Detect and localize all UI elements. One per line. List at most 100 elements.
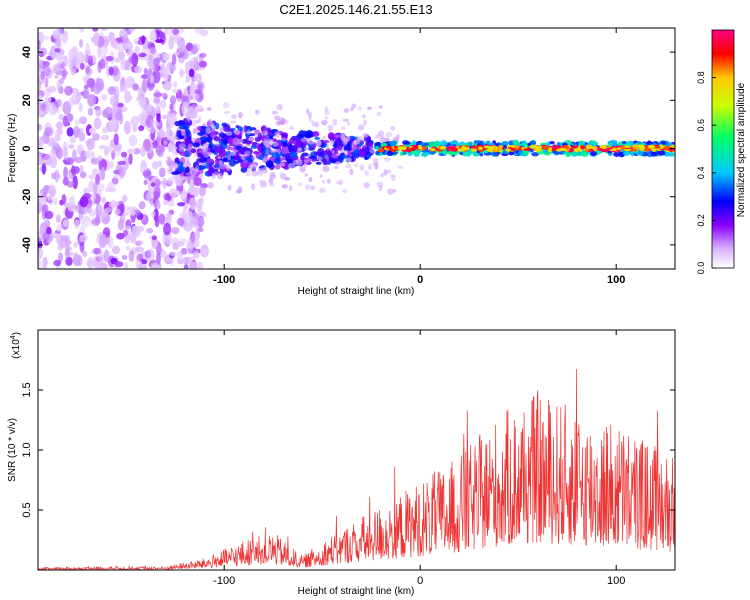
- spectrogram-cell: [331, 150, 335, 154]
- spectrogram-cell: [450, 147, 458, 152]
- spectrogram-cell: [284, 176, 291, 181]
- spectrogram-cell: [196, 261, 204, 269]
- spectrogram-cell: [143, 179, 148, 186]
- spectrogram-cell: [169, 188, 178, 198]
- spectrogram-cell: [217, 155, 221, 160]
- spectrogram-cell: [643, 147, 651, 152]
- spectrogram-cell: [185, 241, 194, 255]
- snr-panel: -100 0 100 0.5 1.0 1.5 Height of straight lin…: [7, 329, 676, 597]
- spectrogram-cell: [105, 55, 114, 62]
- spectrogram-cell: [442, 148, 448, 155]
- spectrogram-cell: [185, 166, 190, 173]
- spectrogram-cell: [158, 167, 166, 178]
- spectrogram-cell: [176, 217, 185, 226]
- spectrogram-cell: [116, 232, 125, 240]
- spectrogram-cell: [383, 169, 388, 176]
- spectrogram-cell: [280, 172, 287, 180]
- spectrogram-cell: [237, 149, 244, 155]
- spectrogram-cell: [82, 187, 90, 195]
- spectrogram-cell: [72, 49, 78, 60]
- spectrogram-cell: [149, 30, 157, 44]
- spectrogram-cell: [620, 145, 625, 149]
- spectrogram-cell: [238, 111, 243, 119]
- spectrogram-cell: [493, 148, 498, 153]
- spectrogram-cell: [234, 129, 241, 135]
- spectrogram-marks: [38, 28, 675, 269]
- spectrogram-cell: [343, 149, 349, 156]
- spectrogram-cell: [135, 225, 144, 233]
- snr-ytick-label: 1.5: [21, 382, 33, 397]
- spectrogram-cell: [162, 177, 167, 189]
- spectrogram-cell: [345, 163, 352, 169]
- spectrogram-cell: [134, 45, 140, 55]
- spectrogram-cell: [190, 45, 198, 55]
- spectrogram-cell: [198, 185, 206, 197]
- spectrogram-cell: [206, 107, 212, 112]
- spectrogram-cell: [288, 125, 295, 131]
- spectrogram-cell: [171, 53, 177, 66]
- spectrogram-cell: [167, 156, 171, 160]
- spectrogram-cell: [172, 88, 180, 94]
- spectrogram-cell: [121, 254, 128, 260]
- spectrogram-cell: [578, 148, 583, 152]
- spectrogram-cell: [389, 174, 396, 178]
- spectrogram-cell: [350, 107, 354, 112]
- spectrogram-cell: [321, 179, 326, 184]
- spectrogram-cell: [162, 222, 172, 236]
- spectrogram-cell: [198, 116, 202, 123]
- spectrogram-cell: [184, 130, 191, 138]
- spectrogram-cell: [123, 28, 129, 32]
- spectrogram-cell: [364, 170, 370, 176]
- spectrogram-cell: [156, 252, 161, 266]
- spectrogram-cell: [289, 184, 293, 192]
- spectrogram-cell: [514, 145, 520, 149]
- spectrogram-cell: [327, 132, 335, 140]
- spectrogram-cell: [657, 150, 666, 156]
- spectrogram-cell: [377, 148, 385, 153]
- spectrogram-cell: [153, 186, 161, 198]
- spectrogram-cell: [585, 148, 590, 153]
- spectrogram-cell: [114, 261, 124, 268]
- spectrogram-cell: [157, 246, 163, 253]
- colorbar-tick-label: 0.4: [696, 167, 706, 180]
- spectrogram-cell: [439, 145, 447, 150]
- spectrogram-cell: [79, 28, 85, 33]
- spectrogram-cell: [135, 260, 143, 269]
- spectrogram-cell: [366, 153, 372, 159]
- spectrogram-cell: [39, 192, 48, 200]
- spectrogram-cell: [336, 143, 343, 151]
- spectrogram-cell: [179, 68, 184, 78]
- spectrogram-cell: [62, 219, 69, 227]
- spectrogram-cell: [296, 159, 303, 166]
- spectrogram-cell: [305, 184, 311, 191]
- snr-multiplier: (x104): [10, 332, 22, 359]
- spectrogram-cell: [280, 132, 289, 138]
- spectrogram-cell: [551, 148, 556, 152]
- spectrogram-cell: [141, 79, 148, 93]
- snr-xtick-label: -100: [213, 575, 235, 587]
- spectrogram-cell: [505, 148, 511, 152]
- spectrogram-cell: [93, 181, 98, 195]
- spectrogram-cell: [335, 153, 341, 157]
- spectrogram-cell: [361, 114, 366, 119]
- spectrogram-cell: [483, 145, 491, 149]
- spectrogram-cell: [143, 67, 149, 75]
- spectrogram-xtick-label: 0: [417, 274, 423, 286]
- spectrogram-cell: [110, 201, 120, 207]
- spectrogram-cell: [232, 137, 240, 146]
- spectrogram-cell: [101, 93, 108, 101]
- spectrogram-cell: [653, 145, 661, 149]
- spectrogram-cell: [107, 181, 115, 191]
- spectrogram-cell: [38, 154, 43, 165]
- spectrogram-cell: [198, 60, 207, 68]
- spectrogram-cell: [151, 262, 159, 269]
- spectrogram-cell: [274, 158, 281, 165]
- spectrogram-cell: [324, 110, 330, 116]
- spectrogram-cell: [191, 233, 196, 247]
- spectrogram-cell: [54, 37, 62, 52]
- spectrogram-cell: [128, 134, 138, 147]
- spectrogram-cell: [531, 152, 540, 157]
- spectrogram-cell: [305, 129, 314, 138]
- spectrogram-cell: [417, 144, 422, 149]
- spectrogram-cell: [74, 119, 81, 126]
